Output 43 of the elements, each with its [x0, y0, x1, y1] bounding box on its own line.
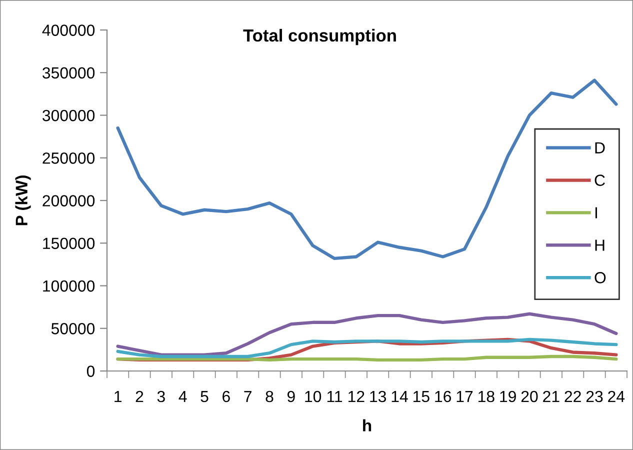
x-tick-label: 13	[370, 390, 386, 402]
x-tick-label: 19	[500, 390, 516, 402]
x-tick-label: 5	[200, 391, 208, 402]
x-tick-label: 22	[564, 390, 581, 402]
y-tick-label: 200000	[42, 195, 95, 206]
legend-label: O	[594, 272, 606, 284]
x-tick-label: 17	[456, 391, 473, 402]
x-tick-label: 10	[305, 390, 322, 402]
y-tick-label: 250000	[42, 152, 95, 164]
y-tick-label: 300000	[42, 110, 95, 122]
y-tick-label: 400000	[42, 24, 95, 36]
x-tick-label: 6	[222, 390, 230, 402]
y-axis-title: P (kW)	[15, 176, 31, 226]
line-series	[116, 78, 618, 260]
x-tick-label: 15	[414, 391, 430, 402]
x-tick-label: 23	[586, 390, 603, 402]
line-series	[116, 312, 618, 356]
legend-label: I	[595, 207, 597, 218]
x-tick-label: 14	[392, 391, 408, 402]
x-tick-label: 4	[178, 391, 187, 402]
y-tick-label: 150000	[43, 238, 95, 250]
chart-title: Total consumption	[243, 28, 396, 46]
x-tick-label: 9	[287, 390, 295, 402]
x-tick-label: 8	[266, 390, 274, 402]
x-tick-label: 16	[435, 390, 452, 402]
y-tick-label: 100000	[43, 280, 95, 292]
x-tick-label: 18	[478, 390, 494, 402]
legend-label: D	[595, 142, 605, 154]
x-tick-label: 21	[543, 390, 560, 402]
x-tick-label: 7	[244, 391, 252, 402]
legend-label: H	[595, 240, 604, 251]
x-tick-label: 2	[136, 390, 144, 402]
x-tick-label: 1	[114, 391, 122, 402]
y-tick-label: 0	[86, 366, 95, 377]
x-tick-label: 24	[608, 390, 625, 402]
x-tick-label: 11	[327, 391, 342, 402]
x-axis-title: h	[363, 419, 372, 432]
y-tick-label: 50000	[51, 323, 95, 334]
x-tick-label: 20	[521, 390, 538, 402]
legend-label: C	[594, 174, 605, 186]
y-tick-label: 350000	[42, 67, 95, 79]
x-tick-label: 12	[348, 390, 364, 402]
x-tick-label: 3	[157, 390, 165, 402]
